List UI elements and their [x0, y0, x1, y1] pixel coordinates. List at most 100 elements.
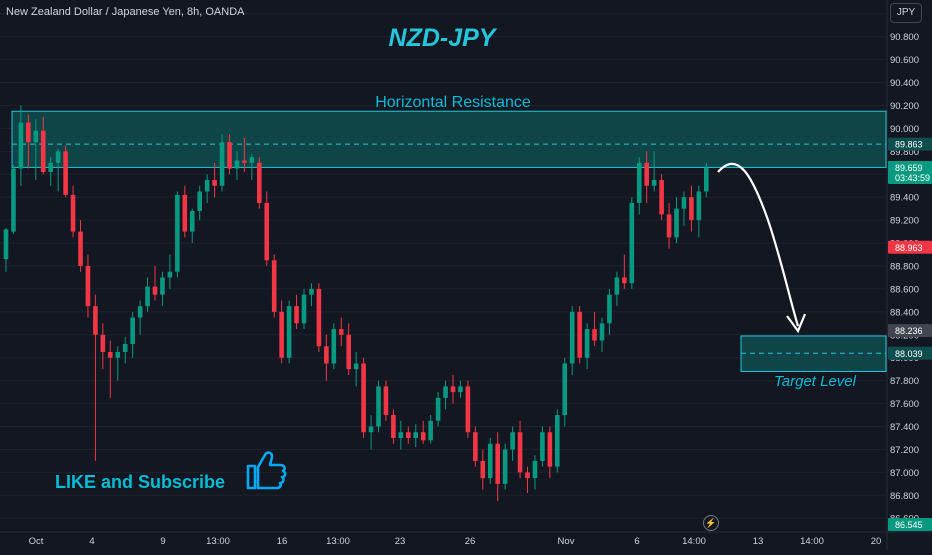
y-tick-label: 88.400 — [890, 307, 919, 318]
price-badge-bg — [888, 161, 932, 175]
candle-body — [547, 432, 553, 467]
x-tick-label: 23 — [395, 536, 406, 547]
y-tick-label: 86.800 — [890, 491, 919, 502]
x-tick-label: 9 — [160, 536, 165, 547]
price-badge-label: 89.863 — [895, 140, 923, 150]
price-badge-bg — [888, 137, 932, 151]
candle-body — [18, 122, 24, 169]
candle-body — [63, 151, 68, 195]
target-label: Target Level — [774, 373, 857, 390]
candle-body — [227, 142, 232, 169]
price-badge-last-price: 89.659 — [888, 161, 932, 175]
candle-body — [108, 351, 113, 358]
candle-body — [420, 432, 426, 441]
candle-body — [651, 180, 657, 186]
candle-body — [279, 311, 284, 358]
flash-icon[interactable]: ⚡ — [703, 515, 719, 531]
candle-body — [584, 329, 590, 358]
symbol-info: New Zealand Dollar / Japanese Yen, 8h, O… — [6, 6, 245, 18]
y-tick-label: 89.800 — [890, 147, 919, 158]
candle-body — [599, 323, 605, 341]
y-tick-label: 90.000 — [890, 124, 919, 135]
candle-body — [555, 415, 560, 467]
y-tick-label: 87.200 — [890, 445, 919, 456]
price-badge-label: 88.039 — [895, 349, 923, 359]
candle-body — [629, 202, 635, 284]
candle-body — [473, 432, 478, 461]
x-tick-label: 13:00 — [326, 536, 350, 547]
candle-body — [614, 277, 620, 295]
y-tick-label: 90.200 — [890, 101, 919, 112]
x-tick-label: 20 — [871, 536, 882, 547]
candle-body — [197, 191, 202, 211]
y-tick-label: 90.800 — [890, 32, 919, 43]
candle-body — [443, 386, 448, 398]
candle-body — [3, 229, 9, 260]
candle-body — [145, 286, 150, 307]
candle-body — [130, 317, 135, 344]
candle-body — [569, 311, 575, 364]
candle-body — [11, 168, 16, 232]
candle-body — [55, 151, 61, 163]
price-badge-target-zone-top: 88.236 — [888, 324, 932, 338]
candle-body — [301, 294, 307, 324]
candle-body — [636, 162, 642, 203]
y-tick-label: 89.400 — [890, 193, 919, 204]
resistance-label: Horizontal Resistance — [375, 94, 531, 111]
x-tick-label: Oct — [29, 536, 44, 547]
candle-body — [465, 386, 471, 433]
candle-body — [398, 432, 404, 438]
candle-body — [242, 160, 247, 163]
candle-body — [212, 180, 217, 186]
candle-body — [40, 130, 46, 172]
candle-body — [26, 122, 31, 143]
candle-body — [286, 306, 292, 358]
candle-body — [368, 426, 374, 433]
grid-layer — [0, 13, 886, 519]
candle-body — [338, 329, 344, 335]
projection-arrow — [717, 162, 800, 327]
candle-body — [316, 288, 322, 347]
y-tick-label: 88.600 — [890, 284, 919, 295]
candle-body — [517, 432, 523, 473]
candle-body — [309, 288, 314, 295]
candle-body — [294, 306, 299, 324]
x-tick-label: Nov — [558, 536, 575, 547]
x-tick-label: 13:00 — [206, 536, 230, 547]
thumbs-up-icon — [246, 451, 287, 490]
candle-body — [189, 210, 195, 232]
candle-body — [487, 443, 493, 479]
candle-body — [495, 443, 500, 484]
candle-body — [219, 142, 225, 186]
candle-body — [376, 386, 381, 427]
x-tick-label: 26 — [465, 536, 476, 547]
price-badge-bar-countdown: 03:43:59 — [888, 171, 932, 185]
candle-body — [204, 180, 210, 192]
candle-body — [167, 271, 173, 278]
candle-body — [78, 231, 83, 266]
candle-body — [160, 277, 165, 295]
candle-body — [502, 449, 508, 484]
candle-body — [152, 286, 158, 295]
candle-body — [681, 197, 687, 209]
y-tick-label: 87.000 — [890, 468, 919, 479]
candle-body — [666, 214, 672, 238]
currency-button[interactable]: JPY — [890, 3, 922, 23]
candle-body — [33, 130, 39, 143]
candle-body — [100, 334, 106, 352]
y-tick-label: 87.800 — [890, 376, 919, 387]
y-tick-label: 90.400 — [890, 78, 919, 89]
cta-text: LIKE and Subscribe — [55, 472, 225, 492]
zone-layer — [11, 110, 887, 372]
candle-body — [435, 397, 441, 421]
candle-body — [264, 202, 270, 261]
candle-body — [622, 277, 627, 284]
y-tick-label: 90.600 — [890, 55, 919, 66]
candle-body — [607, 294, 612, 324]
candle-body — [137, 306, 143, 318]
candle-body — [406, 432, 411, 438]
candle-body — [175, 194, 180, 272]
price-badge-label: 86.545 — [895, 520, 923, 530]
